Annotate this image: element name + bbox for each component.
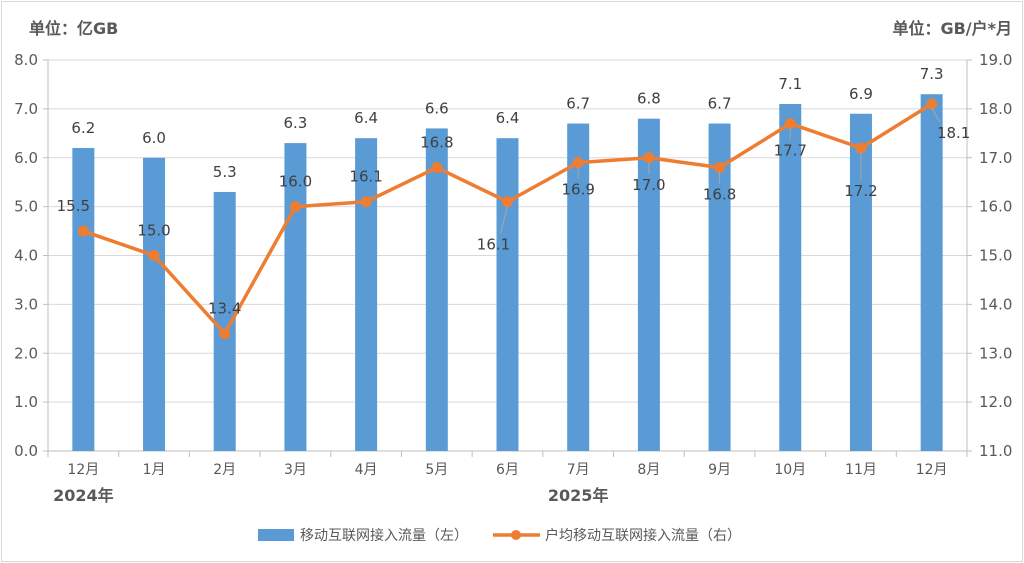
bar-value-label: 7.1 <box>778 75 802 93</box>
x-axis-label: 8月 <box>637 462 660 478</box>
bar <box>708 123 731 451</box>
bar-value-label: 5.3 <box>213 163 237 181</box>
right-axis-tick: 18.0 <box>979 100 1012 118</box>
left-axis-tick: 7.0 <box>14 100 38 118</box>
left-axis-tick: 1.0 <box>14 393 38 411</box>
right-axis-tick: 15.0 <box>979 247 1012 265</box>
x-axis-label: 2月 <box>213 462 236 478</box>
bar <box>920 94 943 452</box>
line-value-label: 13.4 <box>208 300 241 318</box>
line-value-label: 16.0 <box>279 173 312 191</box>
line-value-label: 17.0 <box>632 176 665 194</box>
leader-line <box>931 107 941 123</box>
line-value-label: 17.2 <box>844 182 877 200</box>
line-marker <box>572 157 584 169</box>
right-axis-tick: 13.0 <box>979 344 1012 362</box>
bar <box>355 138 378 451</box>
bar <box>72 147 95 451</box>
line-value-label: 15.5 <box>57 197 90 215</box>
line-marker <box>926 98 938 110</box>
line-value-label: 16.9 <box>561 181 594 199</box>
x-axis-label: 12月 <box>67 462 99 478</box>
bar-value-label: 6.8 <box>637 90 661 108</box>
x-axis-label: 3月 <box>284 462 307 478</box>
x-axis-label: 12月 <box>916 462 948 478</box>
x-axis-label: 5月 <box>425 462 448 478</box>
line-value-label: 17.7 <box>774 142 807 160</box>
bar <box>637 118 660 452</box>
right-axis-tick: 19.0 <box>979 51 1012 69</box>
bar-value-label: 6.7 <box>566 95 590 113</box>
x-axis-label: 7月 <box>567 462 590 478</box>
bar-value-label: 6.0 <box>142 129 166 147</box>
left-axis-tick: 4.0 <box>14 247 38 265</box>
bar-value-label: 6.3 <box>283 114 307 132</box>
bar-value-label: 6.2 <box>71 119 95 137</box>
bar-value-label: 6.4 <box>354 109 378 127</box>
bar <box>143 157 166 451</box>
line-marker <box>148 250 160 261</box>
bar <box>213 191 236 451</box>
bar <box>779 103 802 452</box>
x-axis-label: 11月 <box>845 462 877 478</box>
legend-bar-label: 移动互联网接入流量（左） <box>300 527 468 544</box>
line-marker <box>714 162 726 174</box>
x-axis-label: 10月 <box>774 462 806 478</box>
bar <box>425 128 448 452</box>
x-axis-label: 1月 <box>143 462 166 478</box>
right-axis-tick: 12.0 <box>979 393 1012 411</box>
x-axis-label: 6月 <box>496 462 519 478</box>
bar-value-label: 7.3 <box>920 65 944 83</box>
left-axis-unit: 单位：亿GB <box>29 19 119 38</box>
leader-line <box>500 205 508 234</box>
left-axis-tick: 8.0 <box>14 51 38 69</box>
line-marker <box>219 328 231 340</box>
legend-line-label: 户均移动互联网接入流量（右） <box>545 527 741 544</box>
legend-bar-swatch <box>258 529 294 541</box>
left-axis-tick: 3.0 <box>14 295 38 313</box>
line-value-label: 16.1 <box>477 236 510 254</box>
left-axis-tick: 6.0 <box>14 149 38 167</box>
left-axis-tick: 5.0 <box>14 198 38 216</box>
right-axis-tick: 16.0 <box>979 198 1012 216</box>
line-marker <box>643 152 655 164</box>
year-label: 2025年 <box>548 486 609 505</box>
line-marker <box>502 196 513 208</box>
line-marker <box>77 225 89 237</box>
bar <box>849 113 872 451</box>
right-axis-tick: 11.0 <box>979 442 1012 460</box>
line-value-label: 15.0 <box>137 222 170 240</box>
line-marker <box>289 201 301 213</box>
line-marker <box>360 196 372 208</box>
bar-value-label: 6.4 <box>496 109 520 127</box>
line-marker <box>855 142 867 154</box>
bar-value-label: 6.6 <box>425 99 449 117</box>
line-value-label: 18.1 <box>937 124 970 142</box>
left-axis-tick: 0.0 <box>14 442 38 460</box>
bar <box>567 123 590 451</box>
line-marker <box>784 118 796 130</box>
line-value-label: 16.8 <box>703 186 736 204</box>
right-axis-unit: 单位：GB/户*月 <box>892 19 1012 38</box>
right-axis-tick: 14.0 <box>979 295 1012 313</box>
bar-value-label: 6.9 <box>849 85 873 103</box>
left-axis-tick: 2.0 <box>14 344 38 362</box>
right-axis-tick: 17.0 <box>979 149 1012 167</box>
line-value-label: 16.1 <box>349 168 382 186</box>
line-value-label: 16.8 <box>420 134 453 152</box>
line-marker <box>431 162 443 174</box>
bar <box>496 138 519 451</box>
year-label: 2024年 <box>53 486 114 505</box>
x-axis-label: 9月 <box>708 462 731 478</box>
bar-value-label: 6.7 <box>708 95 732 113</box>
x-axis-label: 4月 <box>355 462 378 478</box>
legend-line-marker <box>511 530 521 540</box>
